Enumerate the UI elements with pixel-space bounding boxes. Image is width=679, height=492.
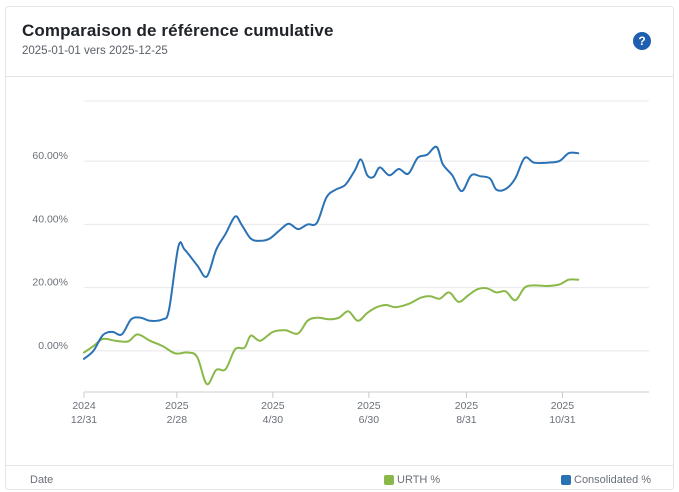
card-header: Comparaison de référence cumulative 2025… (6, 7, 673, 77)
legend-swatch-consolidated (561, 475, 571, 485)
x-axis: 2024 12/31 2025 2/28 2025 4/30 2025 6/30 2025 8/3… (71, 391, 649, 426)
chart-subtitle: 2025-01-01 vers 2025-12-25 (22, 45, 168, 57)
chart-footer: Date URTH % Consolidated % (6, 465, 673, 492)
x-tick-year: 2025 (551, 400, 575, 412)
series-line-consolidated (83, 145, 580, 360)
x-tick-date: 2/28 (167, 414, 188, 426)
x-tick-year: 2025 (455, 400, 479, 412)
y-axis: 0.00% 20.00% 40.00% 60.00% (32, 150, 68, 352)
grid-lines (84, 100, 649, 352)
question-circle-icon[interactable]: ? (633, 32, 651, 50)
y-tick-label: 20.00% (32, 277, 68, 289)
chart-title: Comparaison de référence cumulative (22, 21, 334, 40)
legend-swatch-urth (384, 475, 394, 485)
x-tick-date: 6/30 (359, 414, 380, 426)
x-tick-date: 8/31 (456, 414, 477, 426)
x-tick-year: 2025 (357, 400, 381, 412)
x-axis-label: Date (30, 474, 54, 486)
series-lines (83, 145, 580, 386)
series-line-urth (83, 278, 580, 386)
x-tick-date: 4/30 (263, 414, 284, 426)
legend-label-urth: URTH % (397, 474, 441, 486)
x-tick-year: 2025 (165, 400, 189, 412)
legend-label-consolidated: Consolidated % (574, 474, 652, 486)
legend-item-urth[interactable]: URTH % (384, 474, 440, 486)
x-tick-year: 2025 (261, 400, 285, 412)
x-tick-date: 12/31 (71, 414, 97, 426)
y-tick-label: 60.00% (32, 150, 68, 162)
x-tick-year: 2024 (72, 400, 96, 412)
line-chart: 0.00% 20.00% 40.00% 60.00% 2024 12/31 2025 2/2… (32, 100, 649, 426)
y-tick-label: 40.00% (32, 213, 68, 225)
y-tick-label: 0.00% (38, 340, 68, 352)
legend-item-consolidated[interactable]: Consolidated % (561, 474, 651, 486)
x-tick-date: 10/31 (549, 414, 575, 426)
chart-card: Comparaison de référence cumulative 2025… (5, 6, 674, 490)
